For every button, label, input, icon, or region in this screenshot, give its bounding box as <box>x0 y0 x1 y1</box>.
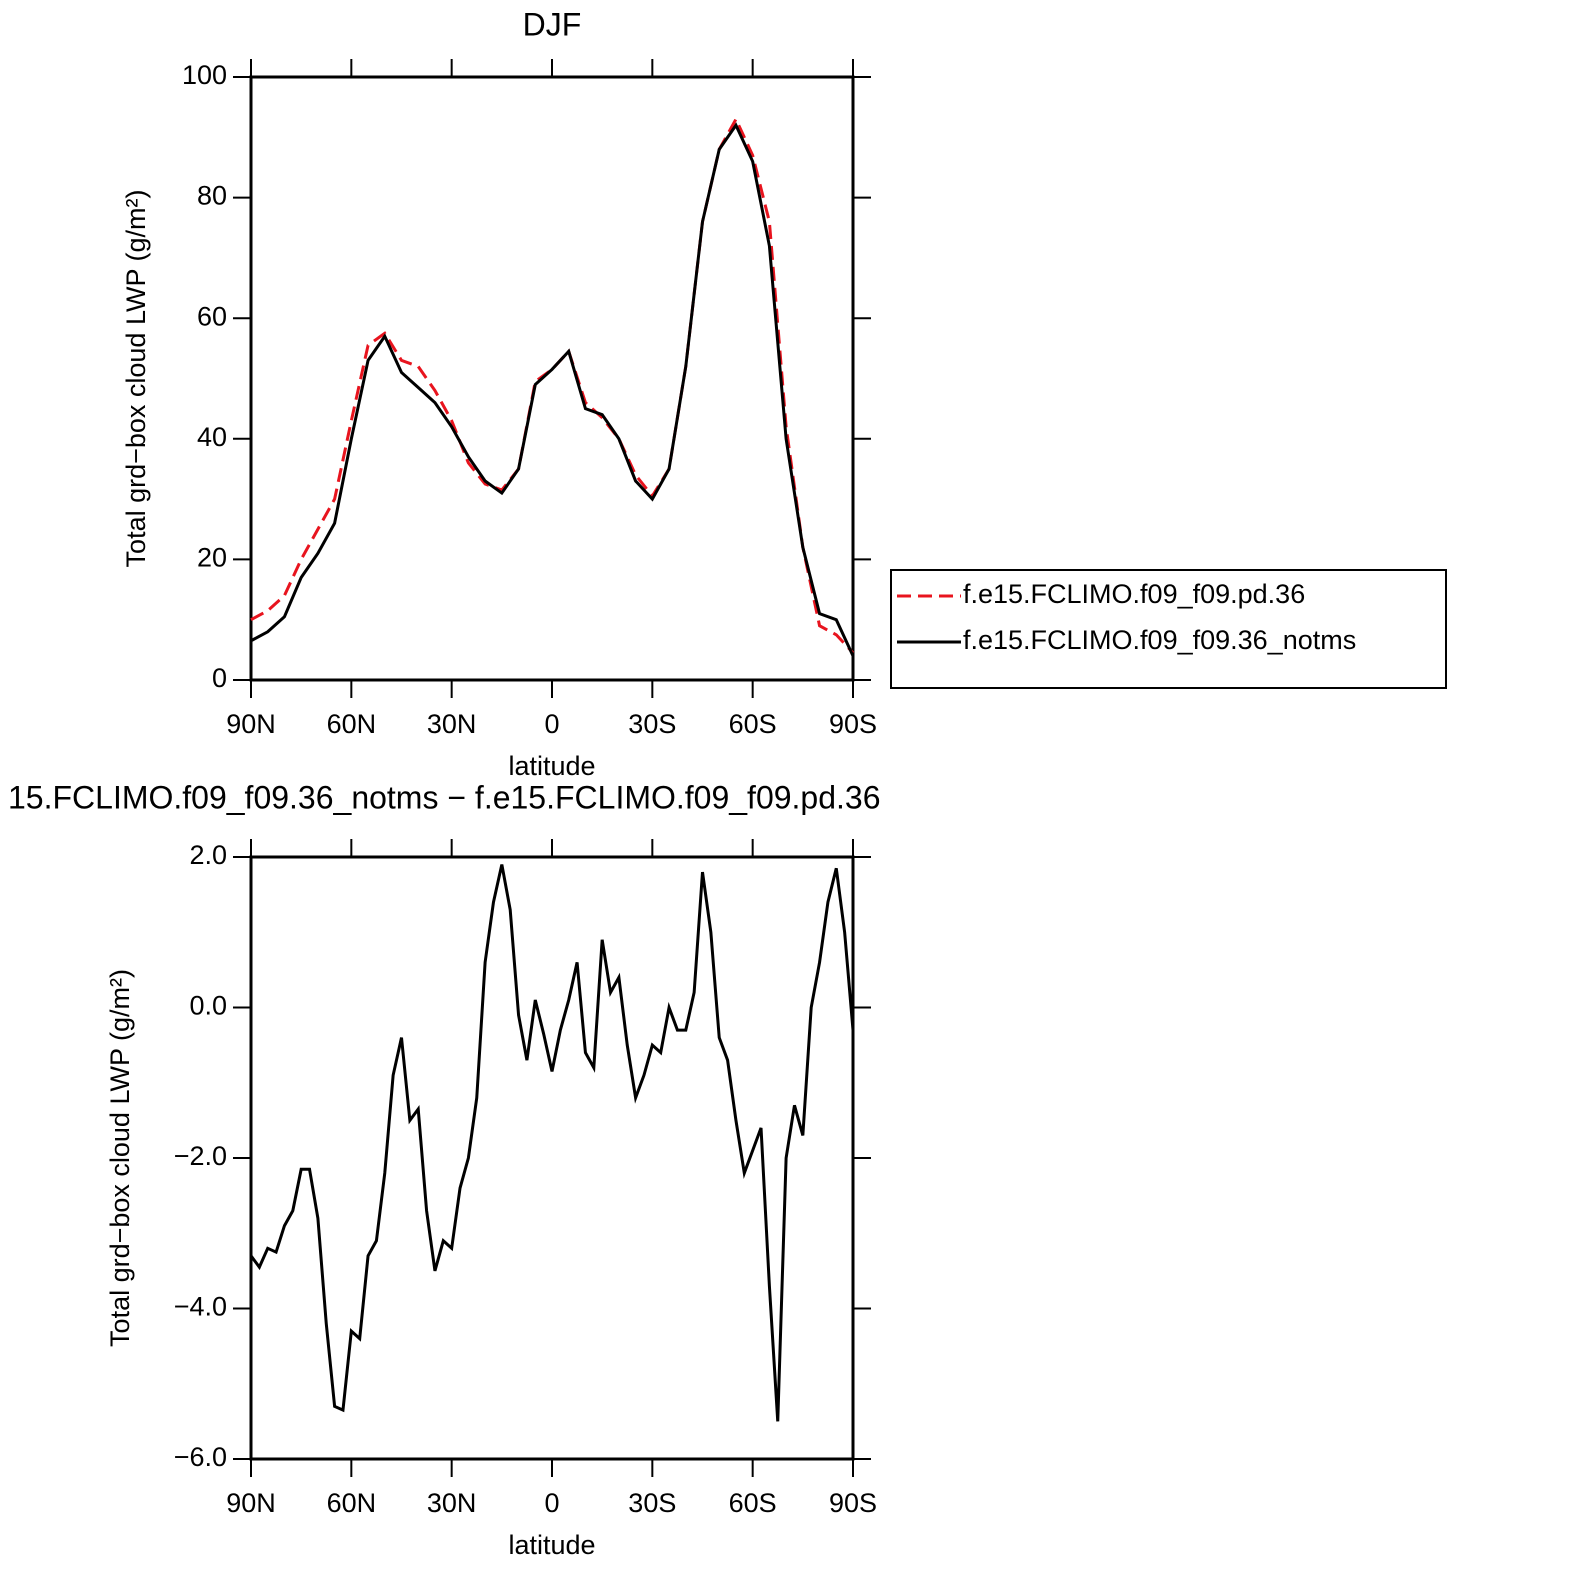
legend-label: f.e15.FCLIMO.f09_f09.pd.36 <box>963 579 1305 609</box>
x-axis-label: latitude <box>508 751 595 781</box>
y-tick-label: 20 <box>197 543 227 573</box>
x-axis-label: latitude <box>508 1530 595 1560</box>
x-tick-label: 30N <box>427 709 477 739</box>
x-tick-label: 90S <box>829 709 877 739</box>
y-tick-label: −4.0 <box>174 1292 227 1322</box>
y-tick-label: 100 <box>182 60 227 90</box>
x-tick-label: 60N <box>327 1488 377 1518</box>
y-axis-label: Total grd−box cloud LWP (g/m²) <box>121 190 151 568</box>
chart-title: DJF <box>523 6 582 42</box>
x-tick-label: 90S <box>829 1488 877 1518</box>
x-tick-label: 30S <box>628 1488 676 1518</box>
x-tick-label: 60S <box>729 1488 777 1518</box>
x-tick-label: 30S <box>628 709 676 739</box>
y-tick-label: −6.0 <box>174 1442 227 1472</box>
data-line <box>250 115 855 654</box>
y-tick-label: 2.0 <box>189 840 227 870</box>
x-tick-label: 60S <box>729 709 777 739</box>
y-tick-label: −2.0 <box>174 1141 227 1171</box>
y-tick-label: 80 <box>197 181 227 211</box>
y-tick-label: 0 <box>212 663 227 693</box>
x-tick-label: 60N <box>327 709 377 739</box>
x-tick-label: 0 <box>544 1488 559 1518</box>
data-line <box>250 122 855 657</box>
plot-frame <box>249 75 855 682</box>
x-tick-label: 90N <box>226 709 276 739</box>
y-tick-label: 0.0 <box>189 991 227 1021</box>
x-tick-label: 90N <box>226 1488 276 1518</box>
x-tick-label: 30N <box>427 1488 477 1518</box>
y-tick-label: 40 <box>197 422 227 452</box>
x-tick-label: 0 <box>544 709 559 739</box>
y-tick-label: 60 <box>197 301 227 331</box>
legend-label: f.e15.FCLIMO.f09_f09.36_notms <box>963 625 1356 655</box>
legend-box <box>890 569 1447 689</box>
data-line <box>249 864 855 1422</box>
chart-title: 15.FCLIMO.f09_f09.36_notms − f.e15.FCLIM… <box>8 779 881 815</box>
y-axis-label: Total grd−box cloud LWP (g/m²) <box>105 969 135 1347</box>
